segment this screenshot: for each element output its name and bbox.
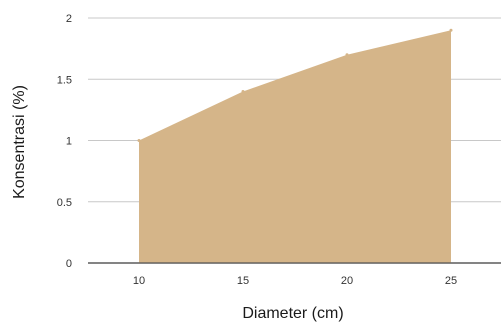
x-tick-label: 15 [237,275,249,287]
x-axis-ticks: 10 15 20 25 [133,275,457,287]
x-axis-title: Diameter (cm) [242,305,343,322]
plot-area [88,28,501,264]
y-tick-label: 0.5 [57,197,72,209]
data-point-15 [241,90,245,93]
y-tick-label: 2 [66,13,72,25]
data-point-25 [449,28,453,32]
y-axis-ticks: 0 0.5 1 1.5 2 [57,13,72,270]
y-tick-label: 1 [66,136,72,148]
area-series [139,30,451,263]
x-tick-label: 10 [133,275,145,287]
y-tick-label: 0 [66,258,72,270]
x-tick-label: 20 [341,275,353,287]
x-tick-label: 25 [445,275,457,287]
data-point-20 [345,53,349,57]
y-tick-label: 1.5 [57,74,72,86]
y-axis-title: Konsentrasi (%) [11,85,28,199]
data-point-10 [137,139,141,142]
